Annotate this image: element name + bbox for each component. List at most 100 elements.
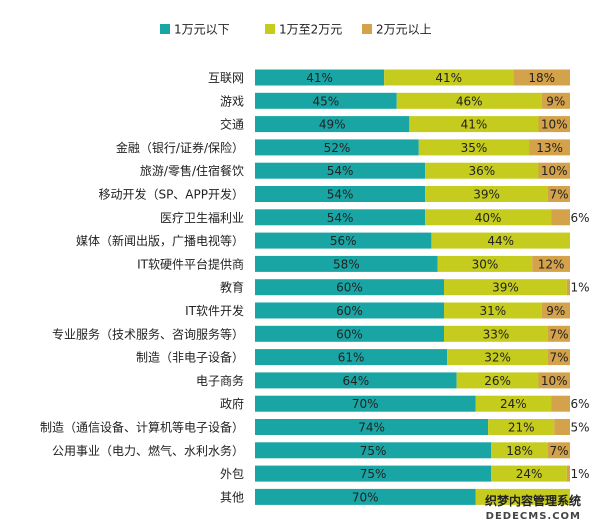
data-label: 7% <box>549 444 568 458</box>
data-label: 35% <box>461 141 488 155</box>
data-label: 39% <box>492 281 519 295</box>
data-label: 12% <box>538 257 565 271</box>
data-label: 30% <box>472 257 499 271</box>
bar-segment <box>551 209 570 226</box>
data-label: 26% <box>484 374 511 388</box>
bar-segment <box>551 395 570 412</box>
bar-segment <box>255 92 397 109</box>
data-label: 40% <box>475 211 502 225</box>
data-label: 41% <box>435 71 462 85</box>
legend-swatch <box>265 24 275 34</box>
data-label: 21% <box>508 421 535 435</box>
bar-segment <box>456 372 539 389</box>
data-label: 49% <box>319 118 346 132</box>
category-label: 专业服务（技术服务、咨询服务等） <box>52 326 244 341</box>
data-label: 41% <box>461 118 488 132</box>
bar-segment <box>541 302 570 319</box>
category-label: 金融（银行/证券/保险） <box>116 140 244 155</box>
data-label: 18% <box>528 71 555 85</box>
bar-segment <box>529 139 570 156</box>
legend-swatch <box>160 24 170 34</box>
bar-segment <box>255 279 444 296</box>
legend-swatch <box>362 24 372 34</box>
data-label: 24% <box>500 397 527 411</box>
category-label: 电子商务 <box>196 373 244 388</box>
data-label: 32% <box>484 351 511 365</box>
bar-segment <box>255 162 426 179</box>
data-label: 70% <box>352 397 379 411</box>
data-label: 10% <box>541 118 568 132</box>
data-label: 10% <box>541 374 568 388</box>
bar-segment <box>538 116 570 133</box>
bar-segment <box>547 325 570 342</box>
bar-segment <box>255 372 457 389</box>
data-label: 9% <box>546 94 565 108</box>
data-label: 9% <box>546 304 565 318</box>
data-label: 10% <box>541 164 568 178</box>
category-label: 政府 <box>220 396 244 411</box>
category-label: 游戏 <box>220 94 244 108</box>
bar-segment <box>255 186 426 202</box>
data-label: 60% <box>336 304 363 318</box>
bar-segment <box>447 349 548 366</box>
bar-segment <box>547 186 570 202</box>
category-label: IT软件开发 <box>185 303 244 318</box>
bar-segment <box>255 349 448 366</box>
data-label: 7% <box>549 188 568 202</box>
data-label: 31% <box>479 304 506 318</box>
category-label: 互联网 <box>208 71 244 85</box>
bar-segment <box>425 186 548 202</box>
data-label: 36% <box>468 164 495 178</box>
bar-segment <box>566 465 570 482</box>
bar-segment <box>418 139 530 156</box>
bar-segment <box>384 69 514 86</box>
bar-segment <box>255 488 476 505</box>
data-label: 41% <box>306 71 333 85</box>
bar-segment <box>538 372 570 389</box>
bar-segment <box>566 279 570 296</box>
bar-segment <box>255 395 476 412</box>
category-label: 公用事业（电力、燃气、水利水务） <box>52 443 244 458</box>
data-label: 70% <box>352 490 379 504</box>
bar-segment <box>431 232 570 249</box>
bar-segment <box>475 488 570 505</box>
watermark-logo: 织梦内容管理系统 DEDECMS.COM <box>485 494 581 524</box>
bar-segment <box>547 349 570 366</box>
data-label: 52% <box>324 141 351 155</box>
legend-label: 1万元以下 <box>174 23 230 37</box>
data-label: 5% <box>570 421 589 435</box>
bar-segment <box>491 465 567 482</box>
data-label: 64% <box>342 374 369 388</box>
data-label: 60% <box>336 281 363 295</box>
data-label: 54% <box>327 164 354 178</box>
bar-segment <box>255 139 419 156</box>
bar-segment <box>444 279 567 296</box>
data-label: 61% <box>338 351 365 365</box>
bar-segment <box>255 209 426 226</box>
data-label: 74% <box>358 421 385 435</box>
bar-segment <box>255 232 432 249</box>
watermark-line1: 织梦内容管理系统 <box>484 494 581 508</box>
bar-segment <box>437 255 533 272</box>
legend-label: 2万元以上 <box>376 23 432 37</box>
category-label: 制造（通信设备、计算机等电子设备） <box>40 420 244 435</box>
data-label: 7% <box>549 351 568 365</box>
data-label: 44% <box>487 234 514 248</box>
data-label: 75% <box>360 467 387 481</box>
data-label: 54% <box>327 211 354 225</box>
data-label: 6% <box>570 211 589 225</box>
bar-segment <box>255 255 438 272</box>
bar-segment <box>425 162 539 179</box>
data-label: 1% <box>570 281 589 295</box>
data-label: 33% <box>483 327 510 341</box>
data-label: 54% <box>327 188 354 202</box>
data-label: 24% <box>516 467 543 481</box>
bar-segment <box>513 69 570 86</box>
bar-segment <box>425 209 552 226</box>
data-label: 56% <box>330 234 357 248</box>
data-label: 45% <box>313 94 340 108</box>
category-label: 医疗卫生福利业 <box>160 210 244 225</box>
bar-segment <box>488 419 555 435</box>
data-label: 58% <box>333 257 360 271</box>
category-label: 交通 <box>220 117 244 132</box>
